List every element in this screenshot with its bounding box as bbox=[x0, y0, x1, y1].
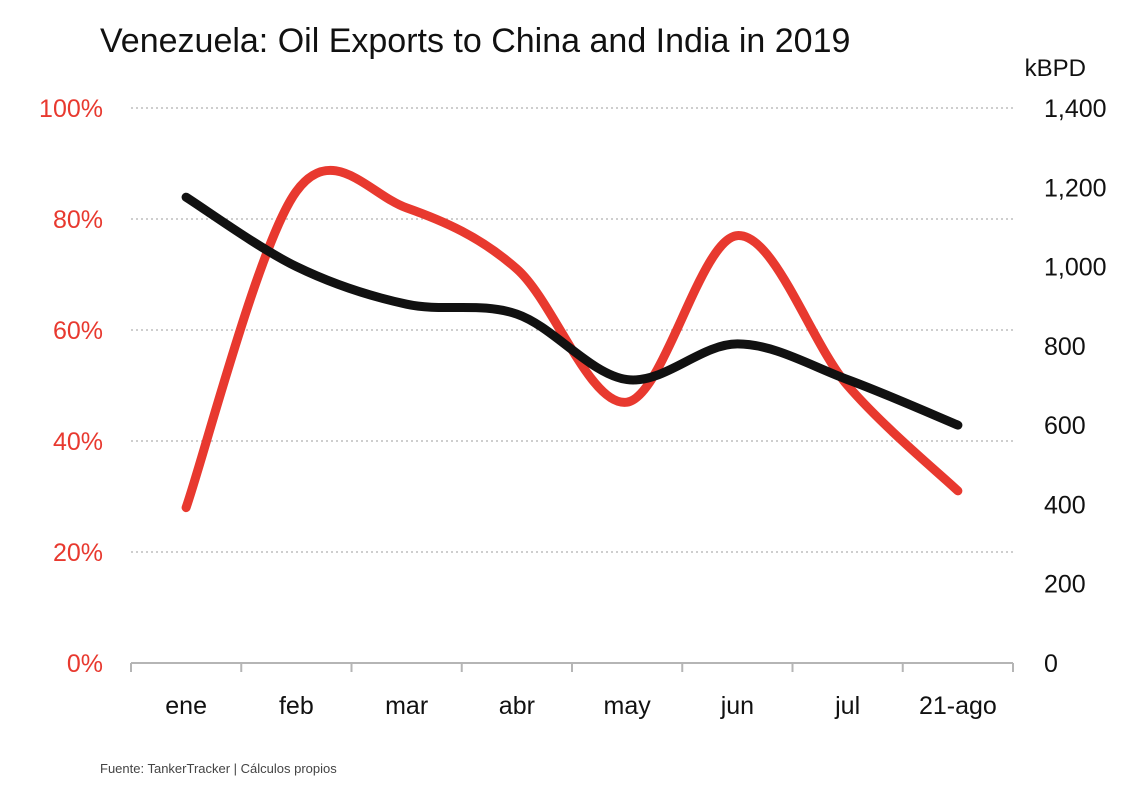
left-tick-label: 100% bbox=[39, 95, 103, 123]
x-tick-label: abr bbox=[499, 692, 535, 720]
left-tick-label: 0% bbox=[67, 650, 103, 678]
right-tick-label: 600 bbox=[1044, 412, 1086, 440]
series-lines bbox=[181, 165, 963, 513]
right-tick-label: 800 bbox=[1044, 333, 1086, 361]
x-tick-label: feb bbox=[279, 692, 314, 720]
left-tick-label: 40% bbox=[53, 428, 103, 456]
right-tick-label: 1,000 bbox=[1044, 254, 1107, 282]
x-tick-label: may bbox=[604, 692, 652, 720]
x-tick-label: jun bbox=[720, 692, 754, 720]
source-note: Fuente: TankerTracker | Cálculos propios bbox=[100, 761, 337, 776]
chart-title: Venezuela: Oil Exports to China and Indi… bbox=[100, 22, 850, 60]
left-axis-ticks: 0% 20% 40% 60% 80% 100% bbox=[39, 95, 103, 678]
left-tick-label: 80% bbox=[53, 206, 103, 234]
series-line-right-axis bbox=[181, 192, 963, 430]
x-tick-label: mar bbox=[385, 692, 428, 720]
x-axis: ene feb mar abr may jun jul 21-ago bbox=[130, 662, 1014, 720]
right-tick-label: 0 bbox=[1044, 650, 1058, 678]
right-axis-unit: kBPD bbox=[1025, 55, 1086, 82]
left-tick-label: 60% bbox=[53, 317, 103, 345]
right-tick-label: 1,400 bbox=[1044, 95, 1107, 123]
x-tick-label: ene bbox=[165, 692, 207, 720]
right-tick-label: 200 bbox=[1044, 571, 1086, 599]
gridlines bbox=[131, 107, 1013, 553]
left-tick-label: 20% bbox=[53, 539, 103, 567]
x-tick-label: jul bbox=[834, 692, 860, 720]
x-tick-label: 21-ago bbox=[919, 692, 997, 720]
series-line-left-axis bbox=[181, 165, 963, 513]
right-axis-ticks: 0 200 400 600 800 1,000 1,200 1,400 bbox=[1044, 95, 1107, 678]
right-tick-label: 1,200 bbox=[1044, 174, 1107, 202]
right-tick-label: 400 bbox=[1044, 491, 1086, 519]
